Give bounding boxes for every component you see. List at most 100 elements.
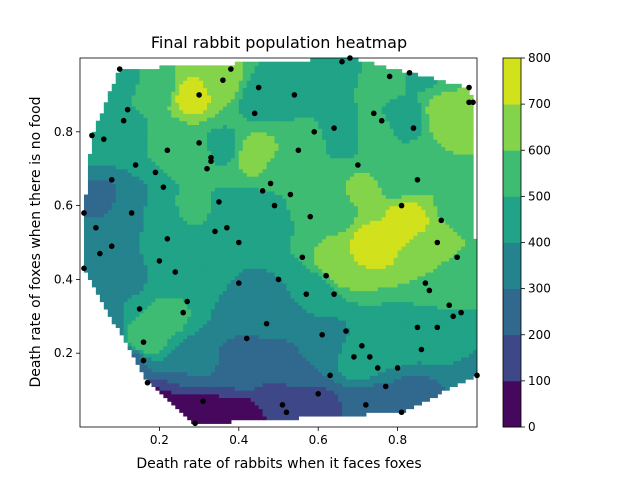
heat-cell <box>167 279 172 284</box>
heat-cell <box>278 268 284 273</box>
heat-cell <box>238 294 244 299</box>
heat-cell <box>159 231 164 236</box>
heat-cell <box>147 190 153 196</box>
heat-cell <box>238 390 244 395</box>
heat-cell <box>187 375 192 380</box>
heat-cell <box>302 360 307 365</box>
heat-cell <box>282 146 288 151</box>
heat-cell <box>203 367 208 373</box>
heat-cell <box>274 220 280 225</box>
heat-cell <box>127 220 133 225</box>
heat-cell <box>187 172 192 177</box>
heat-cell <box>163 349 168 354</box>
heat-cell <box>135 190 141 196</box>
heat-cell <box>214 382 220 388</box>
heat-cell <box>187 205 192 210</box>
heat-cell <box>282 76 288 81</box>
heat-cell <box>250 279 256 284</box>
heat-cell <box>306 153 311 159</box>
heat-cell <box>191 102 196 107</box>
heat-cell <box>195 297 200 303</box>
heat-cell <box>274 401 280 406</box>
heat-cell <box>187 290 192 295</box>
heat-cell <box>246 316 252 321</box>
heat-cell <box>195 161 200 166</box>
heat-cell <box>286 91 292 96</box>
heat-cell <box>203 187 208 192</box>
heat-cell <box>214 364 220 369</box>
heat-cell <box>234 327 240 332</box>
heat-cell <box>83 216 89 221</box>
heat-cell <box>207 69 212 74</box>
heat-cell <box>111 83 117 89</box>
heat-cell <box>115 128 121 133</box>
heat-cell <box>246 220 252 225</box>
heat-cell <box>207 201 212 207</box>
heat-cell <box>234 124 240 129</box>
heat-cell <box>218 209 224 214</box>
heat-cell <box>302 139 307 144</box>
heat-cell <box>298 331 303 336</box>
heat-cell <box>199 415 204 421</box>
heat-cell <box>147 117 153 122</box>
heat-cell <box>195 179 200 185</box>
heat-cell <box>87 238 93 244</box>
heat-cell <box>302 142 307 148</box>
heat-cell <box>111 183 117 188</box>
heat-cell <box>115 98 121 103</box>
heat-cell <box>278 334 284 340</box>
heat-cell <box>230 268 236 273</box>
heat-cell <box>183 176 188 181</box>
heat-cell <box>95 165 101 170</box>
heat-cell <box>203 272 208 277</box>
heat-cell <box>183 227 188 233</box>
heat-cell <box>226 345 232 351</box>
heat-cell <box>286 401 292 406</box>
heat-cell <box>127 168 133 173</box>
heat-cell <box>238 334 244 340</box>
heat-cell <box>171 135 176 140</box>
heat-cell <box>214 117 220 122</box>
heat-cell <box>278 142 284 148</box>
heat-cell <box>107 305 113 310</box>
heat-cell <box>258 131 264 137</box>
heat-cell <box>143 76 149 81</box>
heat-cell <box>91 153 97 159</box>
heat-cell <box>310 390 315 395</box>
heat-cell <box>290 205 295 210</box>
heat-cell <box>111 286 117 292</box>
heat-cell <box>175 371 180 376</box>
heat-cell <box>302 408 307 413</box>
heat-cell <box>294 408 299 413</box>
heat-cell <box>298 161 303 166</box>
heat-cell <box>187 72 192 78</box>
heat-cell <box>143 246 149 251</box>
heat-cell <box>226 179 232 185</box>
heat-cell <box>302 102 307 107</box>
heat-cell <box>310 319 315 325</box>
heat-cell <box>306 272 311 277</box>
heat-cell <box>266 205 272 210</box>
heat-cell <box>274 69 280 74</box>
heat-cell <box>290 212 295 218</box>
heat-cell <box>218 227 224 233</box>
heat-cell <box>195 201 200 207</box>
heat-cell <box>226 249 232 255</box>
heat-cell <box>179 404 184 410</box>
heat-cell <box>226 146 232 151</box>
heat-cell <box>214 253 220 258</box>
heat-cell <box>199 345 204 351</box>
heat-cell <box>270 242 276 247</box>
heat-cell <box>262 172 268 177</box>
heat-cell <box>179 153 184 159</box>
heat-cell <box>278 105 284 111</box>
heat-cell <box>214 131 220 137</box>
heat-cell <box>230 404 236 410</box>
heat-cell <box>139 283 145 288</box>
heat-cell <box>254 212 260 218</box>
heat-cell <box>242 102 248 107</box>
heat-cell <box>123 179 129 185</box>
heat-cell <box>238 331 244 336</box>
heat-cell <box>302 345 307 351</box>
heat-cell <box>218 168 224 173</box>
